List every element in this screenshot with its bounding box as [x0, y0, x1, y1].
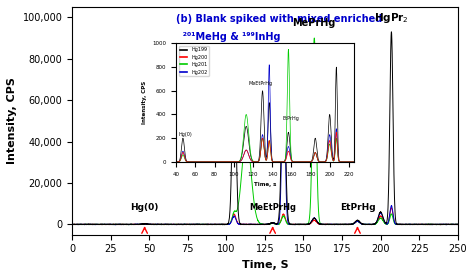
X-axis label: Time, S: Time, S	[242, 260, 288, 270]
Text: EtPrHg: EtPrHg	[340, 203, 375, 212]
Text: MeEtPrHg: MeEtPrHg	[249, 203, 296, 212]
Text: (b) Blank spiked with mixed enriched: (b) Blank spiked with mixed enriched	[176, 14, 383, 24]
Text: ²⁰¹MeHg & ¹⁹⁹InHg: ²⁰¹MeHg & ¹⁹⁹InHg	[176, 32, 281, 42]
Text: MePrHg: MePrHg	[292, 17, 336, 28]
Text: HgPr$_2$: HgPr$_2$	[374, 11, 409, 25]
Text: Hg(0): Hg(0)	[130, 203, 159, 212]
Y-axis label: Intensity, CPS: Intensity, CPS	[7, 78, 17, 164]
